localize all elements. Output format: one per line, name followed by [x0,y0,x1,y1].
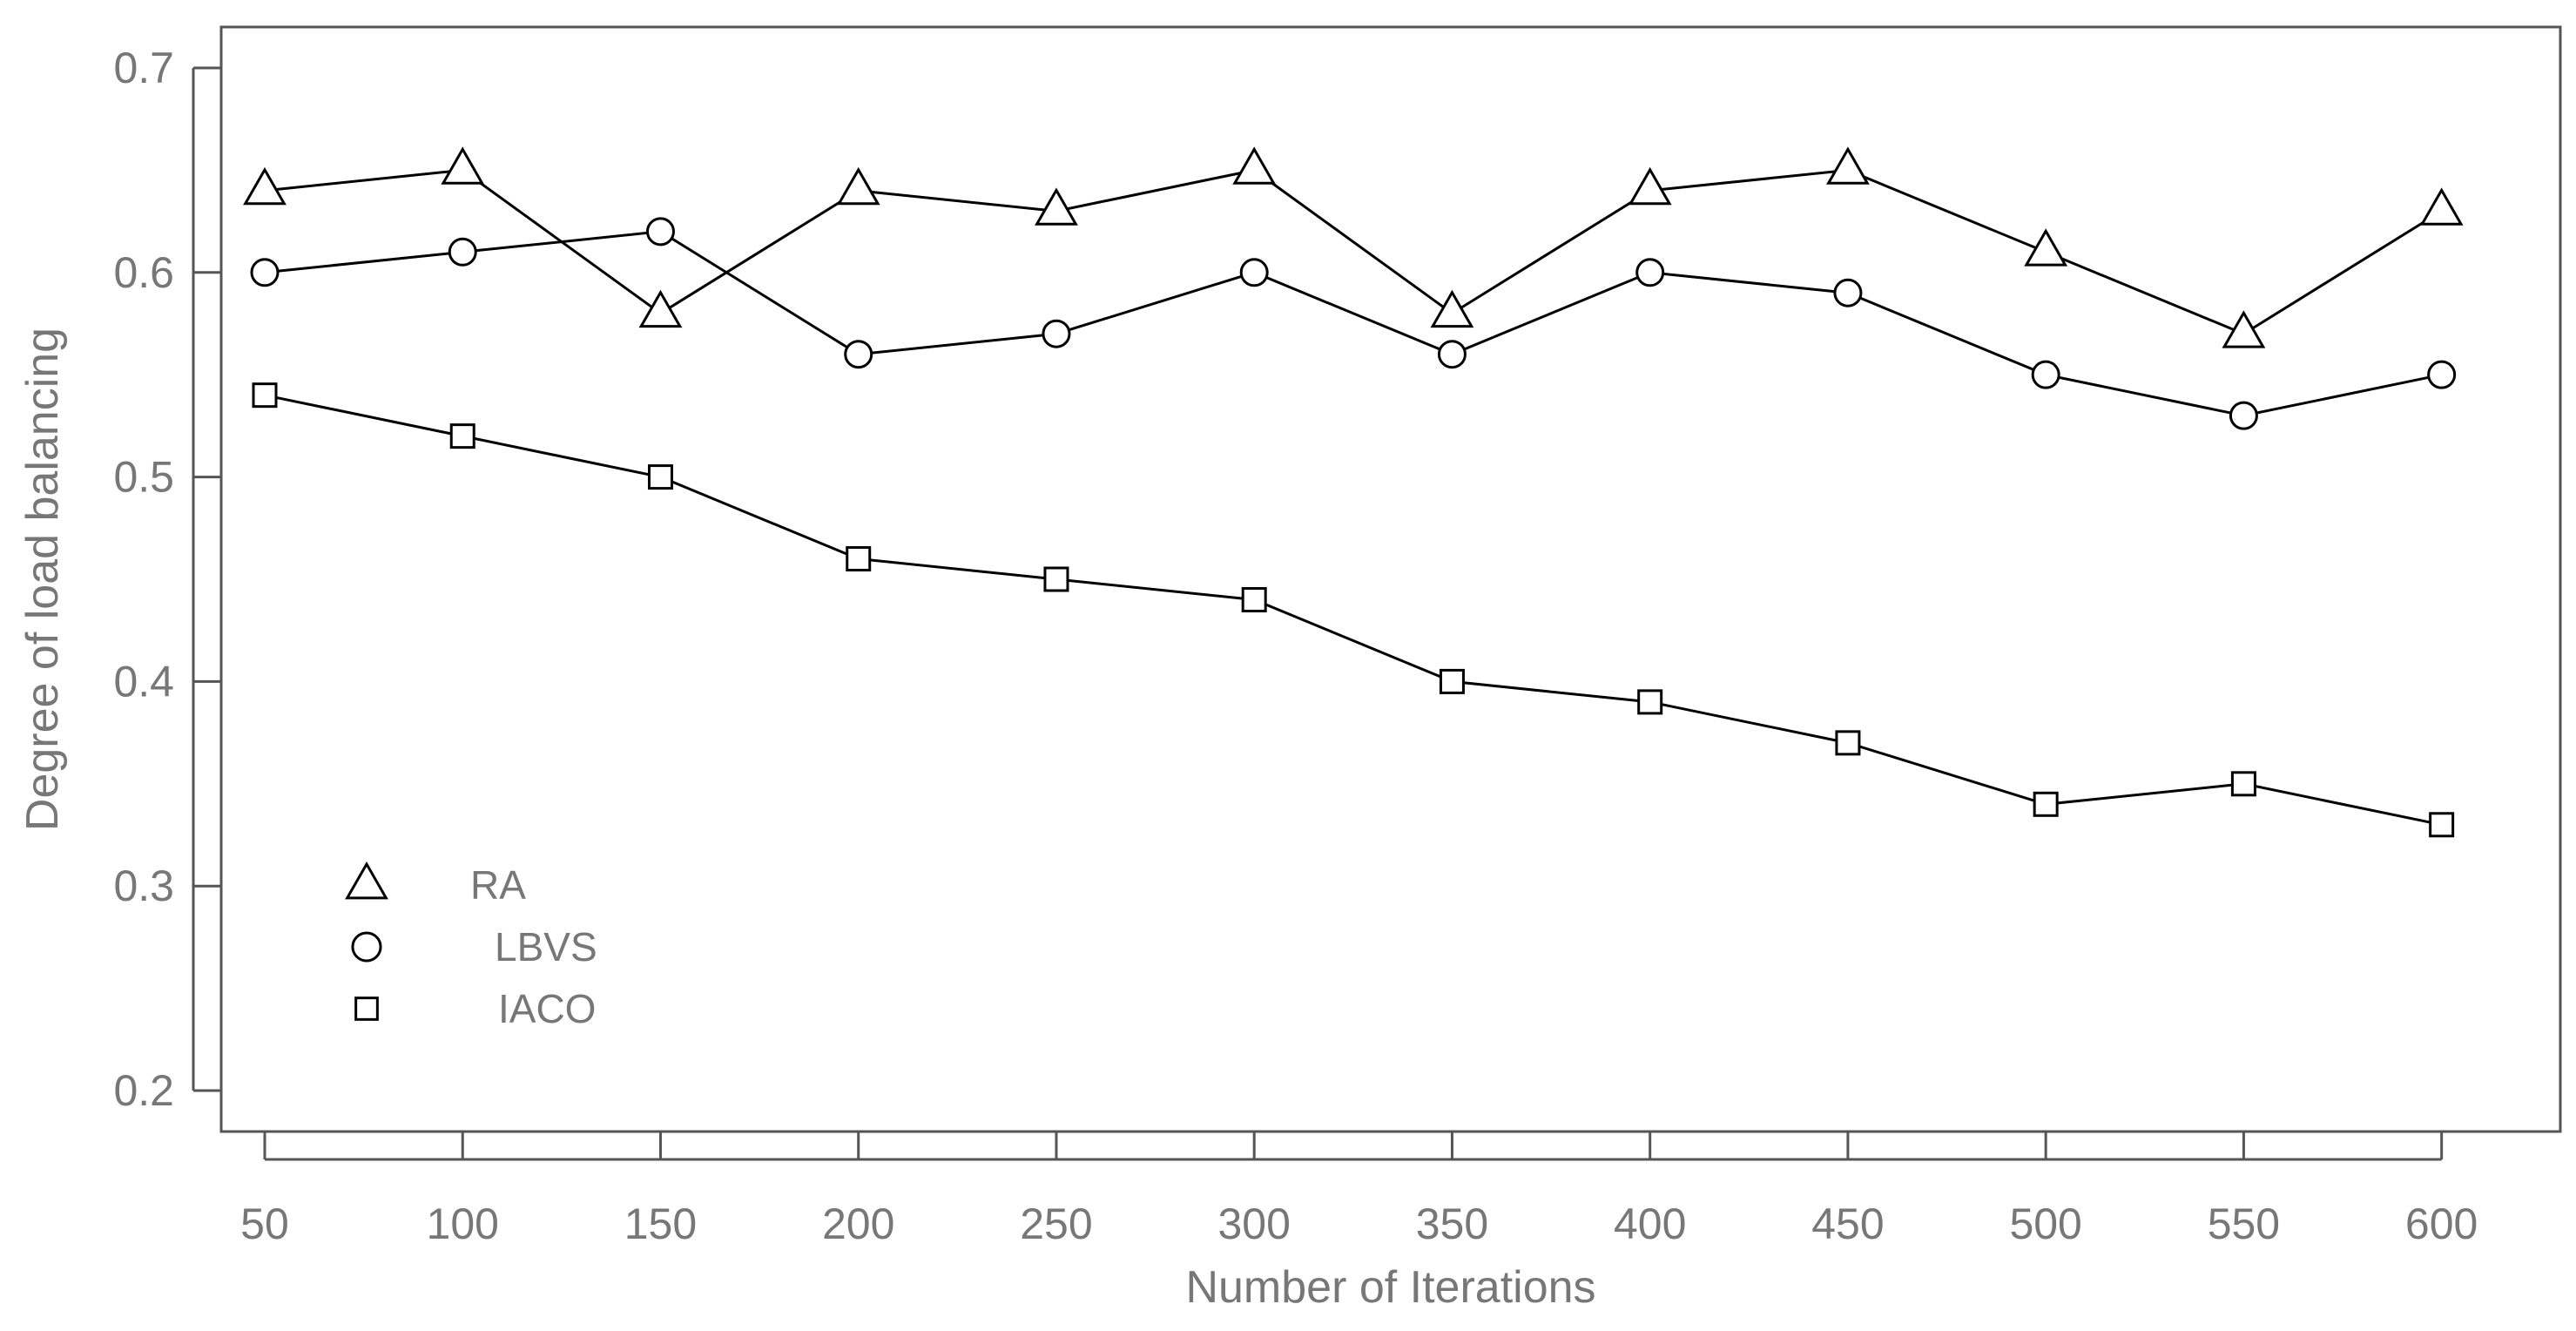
data-point-iaco [2429,812,2455,838]
x-tick-label: 50 [240,1199,289,1248]
legend-item-iaco: IACO [354,986,596,1031]
data-point-iaco [846,546,872,572]
data-point-ra [2222,310,2266,348]
y-axis: 0.2 0.3 0.4 0.5 0.6 0.7 [113,44,221,1115]
legend-item-lbvs: LBVS [351,924,597,970]
y-tick-label: 0.4 [113,657,174,706]
legend-marker-lbvs [351,931,382,963]
x-tick-label: 150 [624,1199,697,1248]
data-point-lbvs [2229,401,2258,430]
x-axis-title: Number of Iterations [1185,1262,1595,1313]
legend-label-lbvs: LBVS [495,924,597,970]
data-point-ra [1035,187,1078,226]
data-point-lbvs [1239,258,1269,287]
x-tick-label: 450 [1811,1199,1884,1248]
data-point-lbvs [844,340,873,369]
series-iaco [252,382,2455,838]
x-tick-label: 100 [427,1199,499,1248]
series-line-ra [264,168,2443,335]
data-point-lbvs [645,217,675,247]
data-point-lbvs [250,258,280,287]
y-axis-title: Degree of load balancing [17,328,68,831]
y-tick-label: 0.5 [113,453,174,502]
data-point-iaco [1043,566,1069,592]
x-tick-label: 350 [1416,1199,1488,1248]
x-tick-label: 300 [1217,1199,1290,1248]
y-tick-label: 0.3 [113,861,174,910]
data-point-iaco [449,423,475,449]
data-point-ra [1430,289,1474,328]
y-tick-label: 0.6 [113,248,174,297]
series-line-iaco [264,394,2442,827]
legend-marker-iaco [354,997,379,1021]
x-tick-label: 250 [1020,1199,1092,1248]
data-point-iaco [1637,689,1663,715]
data-point-lbvs [1437,340,1467,369]
legend-label-iaco: IACO [498,986,596,1031]
legend: RA LBVS IACO [345,861,597,1031]
series-line-lbvs [264,230,2442,417]
x-tick-label: 550 [2208,1199,2280,1248]
data-point-iaco [1835,730,1861,756]
data-point-ra [441,146,485,185]
data-point-iaco [2230,771,2256,797]
data-point-ra [1628,166,1672,206]
data-point-ra [638,289,683,328]
data-point-lbvs [2427,360,2457,389]
data-point-ra [836,166,880,206]
data-point-lbvs [1833,278,1863,307]
data-point-iaco [647,464,673,490]
data-point-lbvs [2031,360,2060,389]
series-lbvs [250,217,2457,430]
x-tick-label: 400 [1614,1199,1686,1248]
legend-item-ra: RA [345,861,526,908]
data-point-lbvs [1042,319,1071,348]
legend-marker-ra [345,861,388,900]
y-tick-label: 0.7 [113,44,174,92]
data-point-ra [2419,187,2464,226]
series-ra [243,146,2464,348]
data-point-iaco [252,382,278,409]
x-tick-label: 200 [822,1199,894,1248]
data-point-lbvs [448,237,477,267]
data-point-ra [1232,146,1277,185]
data-point-iaco [1241,586,1267,612]
data-point-iaco [1439,668,1465,694]
x-tick-label: 500 [2009,1199,2081,1248]
data-point-iaco [2033,791,2059,817]
legend-label-ra: RA [470,862,526,908]
y-tick-label: 0.2 [113,1066,174,1115]
data-point-ra [2024,228,2068,267]
data-point-ra [243,166,287,206]
data-point-lbvs [1635,258,1665,287]
series-layer [243,146,2464,838]
plot-frame [219,25,2562,1133]
x-axis: 50 100 150 200 250 300 350 400 450 500 550 600 [240,1132,2478,1248]
data-point-ra [1826,146,1870,185]
x-tick-label: 600 [2405,1199,2478,1248]
